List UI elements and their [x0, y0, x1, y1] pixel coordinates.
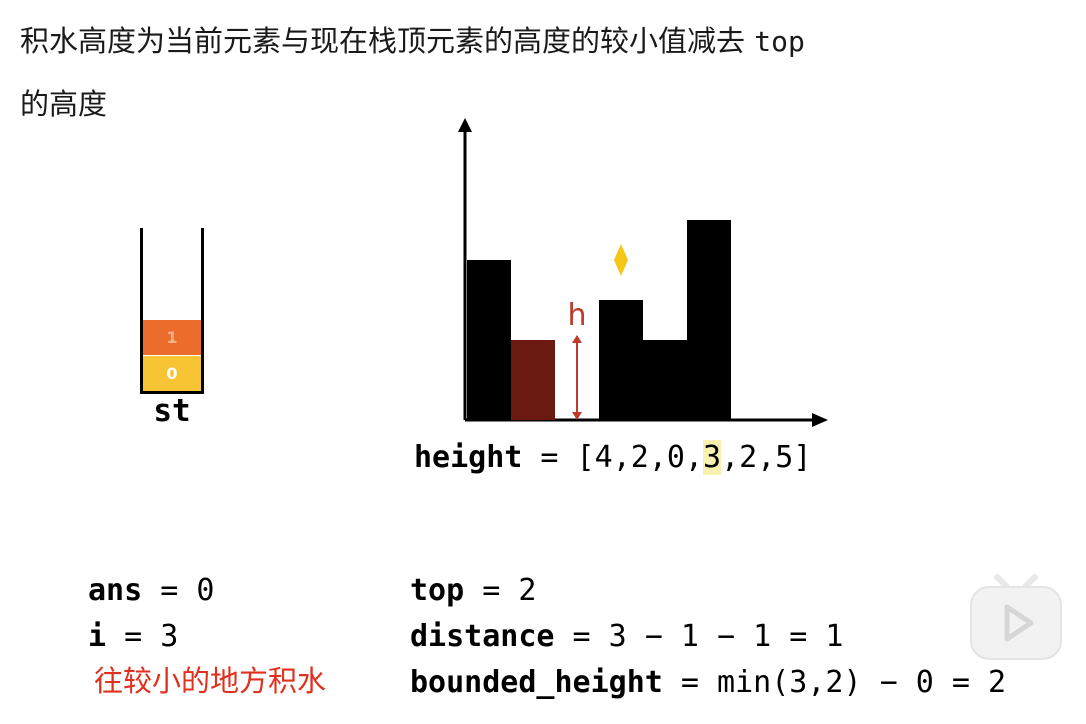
- var-line-top: top = 2: [410, 568, 1006, 614]
- array-comma: ,: [757, 440, 776, 475]
- array-items: 4,2,0,3,2,5: [594, 440, 794, 475]
- y-axis-arrow: [458, 118, 472, 132]
- bar-0: [467, 260, 511, 420]
- heading: 积水高度为当前元素与现在栈顶元素的高度的较小值减去 top 的高度: [20, 10, 1060, 135]
- bar-3: [599, 300, 643, 420]
- var-name: distance: [410, 619, 555, 654]
- stack-item-bottom: 0: [143, 356, 201, 391]
- array-item-3: 3: [703, 440, 722, 475]
- array-prefix-rest: = [: [522, 440, 595, 475]
- array-comma: ,: [612, 440, 631, 475]
- var-value: = 3: [106, 619, 179, 654]
- current-marker-icon: [614, 244, 628, 276]
- stack-label: st: [153, 393, 191, 429]
- array-comma: ,: [721, 440, 740, 475]
- array-item-5: 5: [775, 440, 794, 475]
- height-array: height = [4,2,0,3,2,5]: [414, 440, 811, 475]
- array-item-2: 0: [666, 440, 685, 475]
- x-axis-arrow: [812, 413, 828, 427]
- var-name: ans: [88, 573, 143, 608]
- array-comma: ,: [684, 440, 703, 475]
- play-icon[interactable]: [967, 563, 1065, 663]
- array-item-4: 2: [739, 440, 758, 475]
- stack-item-top: 1: [143, 320, 201, 355]
- heading-line2: 的高度: [20, 87, 108, 121]
- var-name: bounded_height: [410, 665, 663, 700]
- var-line-bounded_height: bounded_height = min(3,2) − 0 = 2: [410, 660, 1006, 706]
- array-item-1: 2: [630, 440, 649, 475]
- height-arrow-head-top: [572, 335, 582, 343]
- vars-right: top = 2 distance = 3 − 1 − 1 = 1 bounded_h…: [410, 568, 1006, 706]
- array-item-0: 4: [594, 440, 613, 475]
- var-name: i: [88, 619, 107, 654]
- array-comma: ,: [648, 440, 667, 475]
- var-line-ans: ans = 0: [88, 568, 214, 614]
- var-value: = 2: [464, 573, 537, 608]
- height-label: h: [567, 298, 586, 333]
- heading-text: 积水高度为当前元素与现在栈顶元素的高度的较小值减去: [20, 24, 746, 58]
- var-value: = 3 − 1 − 1 = 1: [554, 619, 844, 654]
- var-line-distance: distance = 3 − 1 − 1 = 1: [410, 614, 1006, 660]
- bar-chart: h: [458, 118, 828, 427]
- chart-annotations: h: [567, 244, 628, 420]
- var-name: top: [410, 573, 465, 608]
- array-suffix: ]: [793, 440, 812, 475]
- bar-5: [687, 220, 731, 420]
- stack-container: 1 0: [140, 228, 204, 394]
- bar-1: [511, 340, 555, 420]
- height-arrow-head-bottom: [572, 412, 582, 420]
- chart-bars: [467, 220, 731, 420]
- var-line-i: i = 3: [88, 614, 214, 660]
- var-value: = 0: [142, 573, 215, 608]
- array-prefix-kw: height: [414, 440, 523, 475]
- note-text: 往较小的地方积水: [94, 664, 327, 698]
- heading-code: top: [754, 25, 805, 58]
- bar-4: [643, 340, 687, 420]
- var-value: = min(3,2) − 0 = 2: [662, 665, 1007, 700]
